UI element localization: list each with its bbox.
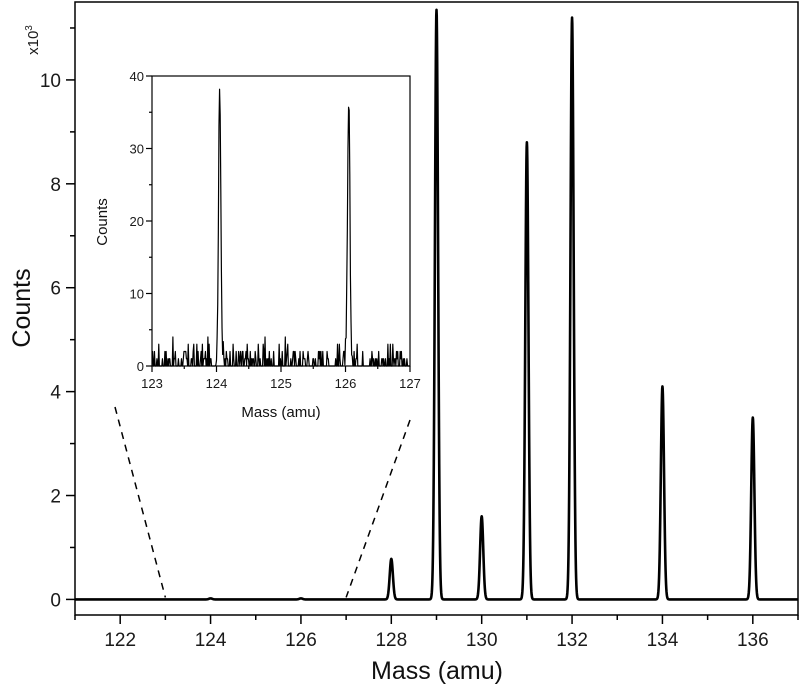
- y-tick-label: 10: [40, 71, 61, 92]
- y-multiplier-label: x103: [24, 25, 42, 55]
- inset-plot-frame: [151, 75, 411, 367]
- x-tick-label: 126: [285, 630, 317, 651]
- main-spectrum-line: [73, 8, 800, 601]
- main-x-axis: 122 124 126 128 130 132 134 136: [74, 615, 799, 651]
- inset-x-tick-label: 127: [399, 376, 421, 391]
- y-tick-label: 8: [50, 175, 61, 196]
- x-tick-label: 122: [104, 630, 136, 651]
- x-tick-label: 130: [466, 630, 498, 651]
- x-tick-label: 134: [647, 630, 679, 651]
- inset-y-axis: 0 10 20 30 40: [130, 69, 152, 374]
- inset-y-tick-label: 30: [130, 142, 144, 157]
- inset-x-axis-title: Mass (amu): [241, 404, 320, 421]
- x-tick-label: 136: [737, 630, 769, 651]
- zoom-guide-left: [114, 406, 167, 598]
- zoom-guide-right: [345, 419, 411, 598]
- x-tick-label: 128: [375, 630, 407, 651]
- inset-y-tick-label: 10: [130, 287, 144, 302]
- inset-x-tick-label: 126: [335, 376, 357, 391]
- main-y-axis-title: Counts: [8, 268, 36, 347]
- inset-x-axis: 123 124 125 126 127: [141, 366, 421, 391]
- y-tick-label: 0: [50, 590, 61, 611]
- main-x-axis-title: Mass (amu): [371, 657, 503, 685]
- inset-y-tick-label: 40: [130, 69, 144, 84]
- y-tick-label: 4: [50, 383, 61, 404]
- inset-y-tick-label: 20: [130, 214, 144, 229]
- inset-x-tick-label: 124: [206, 376, 228, 391]
- inset-x-tick-label: 125: [270, 376, 292, 391]
- inset-x-tick-label: 123: [141, 376, 163, 391]
- x-tick-label: 132: [556, 630, 588, 651]
- inset-plot: 0 10 20 30 40 123 124 125 126 127 Mass (amu) Cou…: [94, 69, 421, 421]
- inset-plot-background: [152, 76, 410, 366]
- main-y-axis: 0 2 4 6 8 10: [40, 27, 75, 611]
- y-tick-label: 6: [50, 279, 61, 300]
- x-tick-label: 124: [195, 630, 227, 651]
- y-tick-label: 2: [50, 487, 61, 508]
- inset-y-tick-label: 0: [137, 359, 144, 374]
- inset-y-axis-title: Counts: [94, 198, 111, 246]
- main-plot: 0 2 4 6 8 10 122 124 126 128 130 132 134 136 Mass (a…: [8, 1, 800, 685]
